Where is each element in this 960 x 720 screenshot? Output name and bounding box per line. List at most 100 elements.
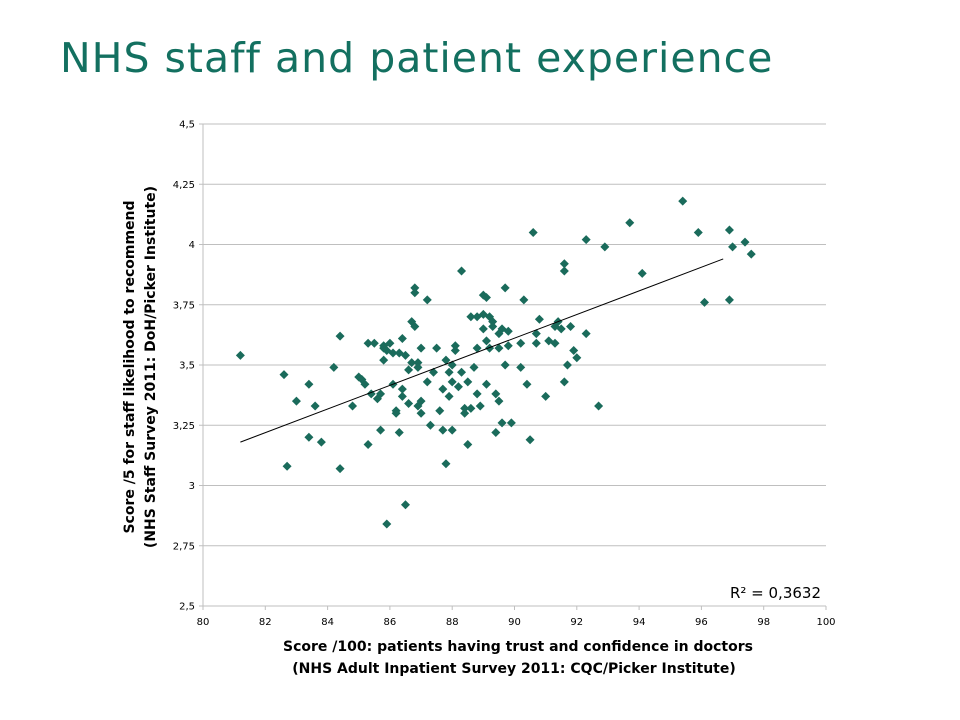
data-point-44: [410, 288, 420, 298]
data-point-59: [438, 425, 448, 435]
data-point-112: [531, 329, 541, 339]
data-point-103: [503, 326, 513, 336]
data-point-68: [450, 341, 460, 351]
y-tick-label-2: 3: [189, 481, 195, 492]
data-point-87: [481, 293, 491, 303]
data-point-98: [497, 418, 507, 428]
data-point-61: [441, 355, 451, 365]
data-point-72: [460, 403, 470, 413]
data-point-93: [491, 427, 501, 437]
data-point-94: [491, 389, 501, 399]
data-point-26: [382, 519, 392, 529]
data-point-11: [348, 401, 358, 411]
data-point-64: [447, 425, 457, 435]
x-tick-label-10: 100: [816, 617, 835, 628]
data-point-47: [413, 358, 423, 368]
data-point-25: [379, 355, 389, 365]
data-point-101: [500, 360, 510, 370]
data-point-131: [625, 218, 635, 228]
data-point-134: [693, 227, 703, 237]
data-point-0: [235, 350, 245, 360]
y-tick-label-5: 3,75: [173, 300, 195, 311]
data-point-120: [559, 266, 569, 276]
data-point-21: [376, 389, 386, 399]
data-point-54: [425, 420, 435, 430]
data-point-125: [569, 346, 579, 356]
data-point-130: [600, 242, 610, 252]
data-point-135: [700, 297, 710, 307]
x-tick-label-7: 94: [633, 617, 646, 628]
data-point-60: [441, 459, 451, 469]
x-tick-label-4: 88: [446, 617, 459, 628]
data-point-78: [469, 362, 479, 372]
data-point-127: [581, 235, 591, 245]
data-point-8: [329, 362, 339, 372]
data-point-5: [304, 379, 314, 389]
x-tick-labels: 80 82 84 86 88 90 92 94 96 98 100: [197, 606, 836, 628]
data-point-32: [394, 427, 404, 437]
data-point-62: [444, 367, 454, 377]
y-axis-title-line-2: (NHS Staff Survey 2011: DoH/Picker Insti…: [143, 186, 159, 548]
data-point-133: [678, 196, 688, 206]
data-point-2: [282, 461, 292, 471]
data-point-75: [463, 377, 473, 387]
data-point-82: [475, 401, 485, 411]
y-axis-title: Score /5 for staff likelihood to recomme…: [122, 186, 159, 548]
data-point-71: [457, 367, 467, 377]
data-point-138: [728, 242, 738, 252]
data-point-56: [432, 343, 442, 353]
data-points: [235, 196, 756, 529]
data-point-124: [566, 321, 576, 331]
data-point-117: [550, 338, 560, 348]
data-point-76: [466, 403, 476, 413]
data-point-34: [397, 333, 407, 343]
data-point-132: [637, 268, 647, 278]
data-point-53: [422, 377, 432, 387]
data-point-6: [310, 401, 320, 411]
x-tick-label-9: 98: [757, 617, 770, 628]
data-point-73: [460, 408, 470, 418]
data-point-45: [410, 321, 420, 331]
data-point-7: [316, 437, 326, 447]
data-point-15: [363, 338, 373, 348]
data-point-43: [410, 283, 420, 293]
data-point-37: [400, 350, 410, 360]
y-tick-label-3: 3,25: [173, 421, 195, 432]
x-tick-label-6: 92: [570, 617, 583, 628]
data-point-122: [559, 377, 569, 387]
data-point-63: [444, 391, 454, 401]
y-tick-label-6: 4: [189, 240, 195, 251]
x-tick-label-2: 84: [321, 617, 334, 628]
data-point-27: [385, 338, 395, 348]
data-point-140: [746, 249, 756, 259]
x-tick-label-1: 82: [259, 617, 272, 628]
data-point-126: [572, 353, 582, 363]
data-point-16: [363, 440, 373, 450]
data-point-92: [488, 321, 498, 331]
data-point-40: [404, 399, 414, 409]
x-tick-label-3: 86: [384, 617, 397, 628]
data-point-128: [581, 329, 591, 339]
data-point-111: [531, 338, 541, 348]
data-point-58: [438, 384, 448, 394]
data-point-74: [463, 440, 473, 450]
data-point-106: [516, 362, 526, 372]
data-point-9: [335, 331, 345, 341]
x-axis-title-line-2: (NHS Adult Inpatient Survey 2011: CQC/Pi…: [292, 661, 736, 677]
data-point-137: [724, 295, 734, 305]
data-point-113: [534, 314, 544, 324]
gridlines: [203, 123, 826, 607]
data-point-42: [407, 358, 417, 368]
x-tick-label-8: 96: [695, 617, 708, 628]
y-tick-label-1: 2,75: [173, 541, 195, 552]
trendline: [240, 258, 724, 443]
data-point-104: [506, 418, 516, 428]
data-point-51: [416, 343, 426, 353]
data-point-28: [388, 348, 398, 358]
data-point-121: [559, 259, 569, 269]
data-point-80: [472, 389, 482, 399]
data-point-91: [488, 317, 498, 327]
data-point-38: [400, 500, 410, 510]
y-tick-label-0: 2,5: [179, 602, 195, 613]
y-axis-title-line-1: Score /5 for staff likelihood to recomme…: [122, 200, 138, 533]
